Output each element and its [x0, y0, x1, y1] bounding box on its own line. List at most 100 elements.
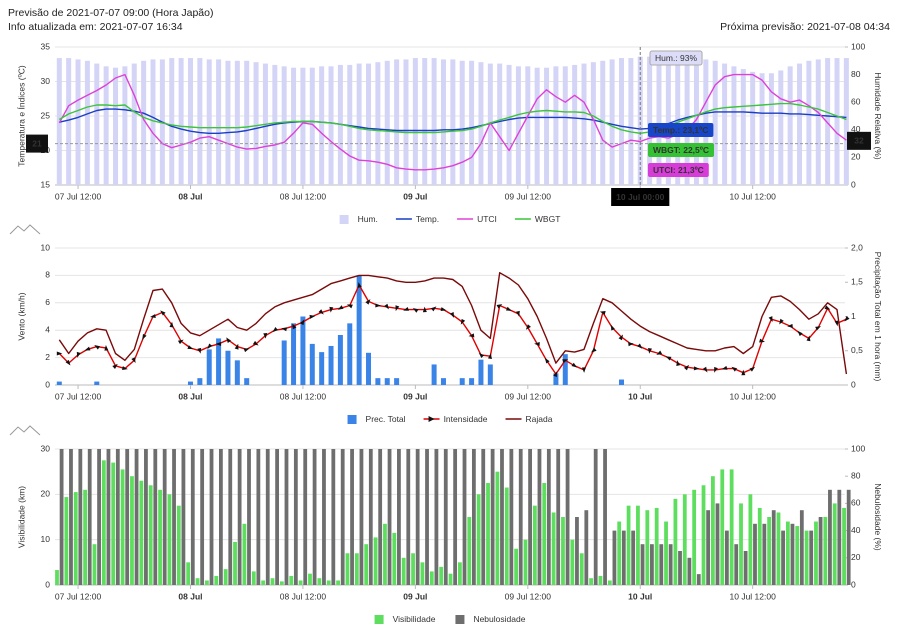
x-tick-label: 10 Jul [628, 391, 652, 401]
legend-swatch [374, 615, 384, 624]
y-tick-label: 6 [45, 297, 50, 307]
wind-arrow [309, 314, 316, 319]
bar [366, 352, 372, 385]
bar [500, 449, 504, 585]
bar [336, 580, 340, 585]
bar [778, 70, 784, 185]
bar [244, 60, 250, 185]
bar [261, 580, 266, 585]
bar [359, 449, 364, 585]
bar [478, 62, 484, 185]
bar [842, 507, 846, 585]
bar [579, 553, 584, 585]
wind-arrow [496, 304, 503, 309]
y-tick-label: 10 [41, 534, 51, 544]
legend-item: Temp. [395, 214, 439, 224]
bar [647, 56, 653, 185]
bar [291, 323, 297, 385]
bar [406, 449, 411, 585]
legend-item: Prec. Total [347, 414, 406, 424]
y2-tick-label: 60 [851, 96, 861, 106]
bar [619, 379, 624, 385]
bar [403, 59, 409, 185]
y-tick-label: 15 [41, 179, 51, 189]
bar [598, 575, 603, 585]
bar [795, 526, 800, 585]
tooltip-item: UTCI: 21,3ºC [653, 165, 704, 175]
bar [528, 449, 532, 585]
x-tick-label: 07 Jul 12:00 [55, 391, 102, 401]
bar [572, 64, 578, 185]
bar [665, 56, 671, 185]
bar [397, 449, 401, 585]
bar [753, 523, 757, 585]
legend-swatch [455, 615, 465, 624]
bar [223, 569, 228, 585]
bar [83, 489, 88, 585]
bar [113, 67, 119, 185]
y2-tick-label: 100 [851, 443, 865, 453]
bar [607, 580, 612, 585]
bar [401, 557, 406, 585]
bar [337, 334, 343, 385]
bar [476, 494, 481, 585]
bar [469, 60, 475, 185]
wind-arrow [683, 364, 690, 371]
y-tick-label: 35 [41, 41, 51, 51]
bar [575, 517, 579, 585]
wind-arrow [84, 346, 91, 351]
bar [303, 449, 308, 585]
bar [225, 350, 231, 385]
bar [94, 381, 100, 385]
bar [281, 340, 287, 385]
wind-arrow [731, 366, 738, 372]
wind-arrow [544, 357, 550, 364]
bar [692, 489, 697, 585]
wind-arrow [299, 319, 305, 326]
bar [415, 449, 420, 585]
bar [122, 66, 128, 185]
bar [73, 492, 78, 585]
wind-arrow [197, 347, 202, 354]
bar [326, 580, 331, 585]
y-axis-title: Visibilidade (km) [16, 486, 26, 548]
bar [131, 63, 137, 186]
bar [176, 505, 181, 585]
bar [467, 517, 472, 585]
bar [317, 578, 322, 585]
bar [356, 63, 362, 186]
bar [247, 449, 251, 585]
bar [654, 507, 659, 585]
wind-arrow [460, 318, 466, 325]
bar [631, 530, 636, 585]
x-tick-label: 09 Jul 12:00 [505, 191, 552, 201]
legend-label: Temp. [416, 214, 439, 224]
bar [837, 489, 842, 585]
wind-arrow [142, 333, 147, 340]
bar [59, 449, 64, 585]
bar [487, 364, 493, 385]
bar [448, 573, 453, 585]
bar [781, 530, 785, 585]
y2-tick-label: 60 [851, 498, 861, 508]
x-tick-label: 07 Jul 12:00 [55, 191, 102, 201]
bar [589, 578, 593, 585]
bar [556, 449, 561, 585]
bar [739, 503, 743, 585]
bar [534, 67, 540, 185]
wind-arrow [768, 316, 773, 323]
bar [281, 66, 287, 185]
bar [748, 494, 753, 585]
y2-tick-label: 0 [851, 579, 856, 589]
y-tick-label: 10 [41, 242, 51, 252]
bar [101, 460, 106, 585]
bar [309, 343, 315, 385]
wind-arrow [252, 340, 259, 346]
bar [515, 66, 521, 185]
bar [384, 60, 390, 185]
wind-arrow [628, 342, 634, 347]
bar [284, 449, 289, 585]
wind-arrow [234, 343, 239, 350]
wind-arrow [525, 324, 531, 330]
